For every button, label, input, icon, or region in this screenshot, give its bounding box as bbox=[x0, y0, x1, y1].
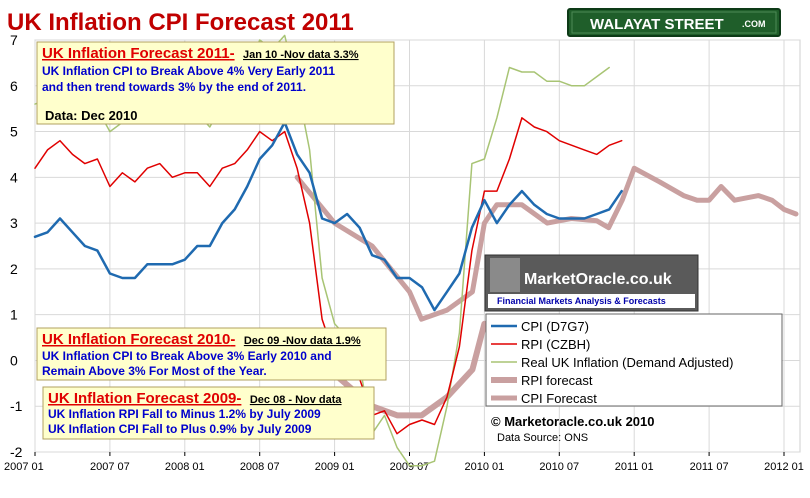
marketoracle-subtitle: Financial Markets Analysis & Forecasts bbox=[497, 296, 666, 306]
x-tick-label: 2009 01 bbox=[315, 461, 355, 473]
y-axis-ticks: -2 -1 0 1 2 3 4 5 6 7 bbox=[10, 32, 23, 460]
y-tick-label: 7 bbox=[10, 32, 18, 48]
legend-label-rpi-czbh: RPI (CZBH) bbox=[521, 337, 590, 352]
note-2010-date: Dec 09 -Nov data 1.9% bbox=[244, 335, 361, 347]
note-2009-date: Dec 08 - Nov data bbox=[250, 394, 343, 406]
data-source-text: Data Source: ONS bbox=[497, 432, 588, 444]
note-2010-heading: UK Inflation Forecast 2010- Dec 09 -Nov … bbox=[42, 331, 361, 348]
note-2010-line1: UK Inflation CPI to Break Above 3% Early… bbox=[42, 349, 332, 363]
x-tick-label: 2009 07 bbox=[390, 461, 430, 473]
legend-label-real-uk-inflation-demand-adjusted: Real UK Inflation (Demand Adjusted) bbox=[521, 355, 733, 370]
note-2011-line2: and then trend towards 3% by the end of … bbox=[42, 80, 306, 94]
marketoracle-logo[interactable]: MarketOracle.co.uk Financial Markets Ana… bbox=[484, 254, 699, 312]
note-forecast-2009: UK Inflation Forecast 2009- Dec 08 - Nov… bbox=[42, 386, 375, 440]
legend-items: CPI (D7G7) RPI (CZBH) Real UK Inflation (D… bbox=[491, 319, 733, 406]
brand-name: WALAYAT STREET bbox=[590, 16, 724, 33]
y-tick-label: 6 bbox=[10, 78, 18, 94]
x-tick-label: 2008 01 bbox=[165, 461, 205, 473]
x-tick-label: 2012 01 bbox=[764, 461, 804, 473]
x-axis-ticks: 2007 01 2007 07 2008 01 2008 07 2009 01 2009 … bbox=[4, 461, 804, 473]
y-tick-label: 4 bbox=[10, 169, 18, 185]
series-layer bbox=[33, 34, 799, 467]
x-tick-label: 2008 07 bbox=[240, 461, 280, 473]
note-2010-head: UK Inflation Forecast 2010 bbox=[42, 331, 230, 348]
legend-label-cpi-forecast: CPI Forecast bbox=[521, 391, 597, 406]
y-tick-label: 2 bbox=[10, 261, 18, 277]
note-2010-dash: - bbox=[230, 331, 235, 348]
y-tick-label: 5 bbox=[10, 124, 18, 140]
note-2011-line1: UK Inflation CPI to Break Above 4% Very … bbox=[42, 64, 335, 78]
note-forecast-2011: UK Inflation Forecast 2011- Jan 10 -Nov … bbox=[36, 41, 395, 125]
legend: CPI (D7G7) RPI (CZBH) Real UK Inflation (D… bbox=[485, 313, 783, 407]
x-tick-label: 2011 07 bbox=[690, 461, 729, 473]
y-tick-label: -1 bbox=[10, 398, 23, 414]
y-tick-label: 1 bbox=[10, 307, 18, 323]
x-tick-label: 2007 01 bbox=[4, 461, 44, 473]
x-tick-label: 2010 07 bbox=[539, 461, 579, 473]
series-line-cpi-d7g7 bbox=[33, 121, 623, 312]
note-forecast-2010: UK Inflation Forecast 2010- Dec 09 -Nov … bbox=[36, 327, 387, 381]
marketoracle-title: MarketOracle.co.uk bbox=[524, 271, 672, 288]
brand-logo[interactable]: WALAYAT STREET .COM bbox=[567, 8, 781, 37]
note-2009-head: UK Inflation Forecast 2009 bbox=[48, 390, 236, 407]
credit-block: © Marketoracle.co.uk 2010 Data Source: O… bbox=[491, 414, 655, 444]
note-2011-dash: - bbox=[230, 45, 235, 62]
note-2011-heading: UK Inflation Forecast 2011- Jan 10 -Nov … bbox=[42, 45, 359, 62]
note-2010-line2: Remain Above 3% For Most of the Year. bbox=[42, 364, 267, 378]
note-2009-line2: UK Inflation CPI Fall to Plus 0.9% by Ju… bbox=[48, 422, 312, 436]
chart-title: UK Inflation CPI Forecast 2011 bbox=[7, 9, 354, 36]
note-2011-data-label: Data: Dec 2010 bbox=[45, 108, 138, 123]
legend-label-cpi-d7g7: CPI (D7G7) bbox=[521, 319, 589, 334]
series-line-cpi-forecast bbox=[294, 165, 799, 322]
copyright-text: © Marketoracle.co.uk 2010 bbox=[491, 414, 655, 429]
x-tick-label: 2011 01 bbox=[615, 461, 654, 473]
note-2009-heading: UK Inflation Forecast 2009- Dec 08 - Nov… bbox=[48, 390, 342, 407]
note-2011-date: Jan 10 -Nov data 3.3% bbox=[243, 49, 359, 61]
note-2009-line1: UK Inflation RPI Fall to Minus 1.2% by J… bbox=[48, 407, 321, 421]
y-tick-label: 3 bbox=[10, 215, 18, 231]
y-tick-label: 0 bbox=[10, 352, 18, 368]
y-tick-label: -2 bbox=[10, 444, 23, 460]
x-tick-label: 2010 01 bbox=[465, 461, 505, 473]
oracle-statue-icon bbox=[490, 258, 520, 292]
brand-suffix: .COM bbox=[742, 19, 766, 29]
note-2009-dash: - bbox=[236, 390, 241, 407]
legend-label-rpi-forecast: RPI forecast bbox=[521, 373, 593, 388]
x-tick-label: 2007 07 bbox=[90, 461, 130, 473]
note-2011-head: UK Inflation Forecast 2011 bbox=[42, 45, 230, 62]
